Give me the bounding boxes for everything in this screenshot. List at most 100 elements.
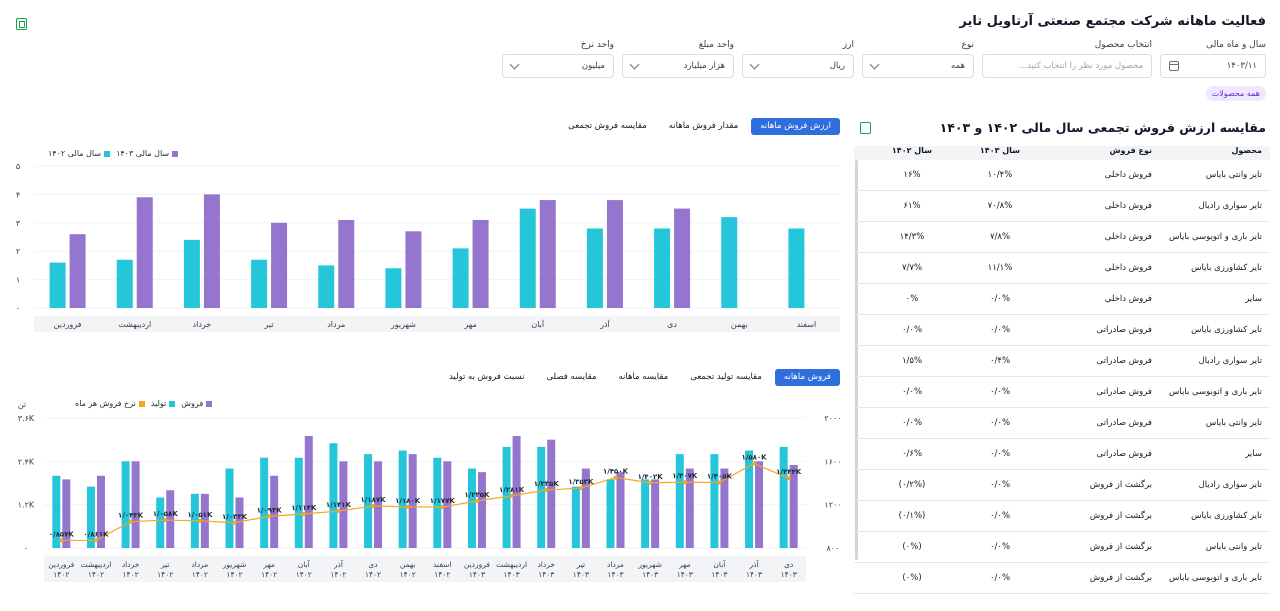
- rate-point-label: ۱/۱۱۴K: [291, 504, 317, 512]
- table-row[interactable]: تایر باری و اتوبوسی بایاس فروش داخلی ۷/۸% ۱…: [854, 222, 1270, 253]
- rate-point: [613, 475, 618, 480]
- rate-point: [267, 514, 272, 519]
- bar-sales: [720, 468, 729, 548]
- legend-item[interactable]: سال مالی ۱۴۰۳: [116, 149, 179, 158]
- table-cell: ۱۱/۱%: [987, 263, 1013, 273]
- rate-point-label: ۱/۱۸۷K: [361, 496, 387, 504]
- comparison-table: محصول نوع فروش سال ۱۴۰۳ سال ۱۴۰۲ تایر وا…: [854, 146, 1270, 594]
- table-row[interactable]: تایر باری و اتوبوسی بایاس برگشت از فروش ۰/…: [854, 563, 1270, 594]
- rate-point-label: ۰/۸۵۷K: [49, 530, 75, 538]
- bar-sales: [547, 439, 556, 548]
- bar-production: [329, 443, 338, 548]
- rate-point: [717, 480, 722, 485]
- legend-swatch: [138, 400, 145, 407]
- table-cell: ۰/۰%: [901, 418, 923, 428]
- table-row[interactable]: تایر وانتی بایاس فروش داخلی ۱۰/۴% ۱۶%: [854, 160, 1270, 191]
- x-axis-band: [44, 556, 806, 582]
- bar-production: [433, 457, 442, 548]
- table-cell: فروش صادراتی: [1096, 449, 1152, 459]
- currency-select[interactable]: ریال: [742, 54, 854, 78]
- rate-point-label: ۱/۰۵۸K: [153, 510, 179, 518]
- table-cell: تایر کشاورزی بایاس: [1191, 263, 1262, 273]
- bar-sales: [270, 475, 279, 548]
- legend-item[interactable]: سال مالی ۱۴۰۲: [48, 149, 111, 158]
- x-tick-label: خرداد: [193, 320, 212, 329]
- bar-sales: [443, 461, 452, 548]
- table-row[interactable]: تایر وانتی بایاس برگشت از فروش ۰/۰% (۰%): [854, 532, 1270, 563]
- tab-monthly-sales-value[interactable]: ارزش فروش ماهانه: [751, 118, 840, 135]
- x-tick-label: دی: [784, 560, 793, 569]
- legend-item[interactable]: تولید: [151, 399, 176, 408]
- bar-production: [260, 457, 269, 548]
- bar-sales: [304, 436, 313, 548]
- table-cell: برگشت از فروش: [1089, 511, 1152, 521]
- bar-sales: [651, 479, 660, 548]
- bar-1402: [519, 208, 536, 308]
- y-right-tick-label: ۱۶۰۰: [824, 457, 841, 466]
- x-tick-label: فروردین: [54, 320, 82, 329]
- rate-point-label: ۱/۴۰۲K: [638, 473, 664, 481]
- table-row[interactable]: سایر فروش صادراتی ۰/۰% ۰/۶%: [854, 439, 1270, 470]
- table-row[interactable]: سایر فروش داخلی ۰/۰% ۰%: [854, 284, 1270, 315]
- fiscal-month-input[interactable]: ۱۴۰۳/۱۱: [1160, 54, 1266, 78]
- table-cell: تایر سواری رادیال: [1198, 356, 1262, 366]
- rate-point: [682, 480, 687, 485]
- rate-point-label: ۱/۱۴۱K: [326, 501, 352, 509]
- rate-point: [509, 493, 514, 498]
- table-cell: سایر: [1245, 449, 1262, 459]
- tab-cumulative-sales[interactable]: مقایسه فروش تجمعی: [568, 121, 647, 131]
- x-tick-label: دی: [667, 320, 677, 329]
- bar-sales: [374, 461, 383, 548]
- tab-monthly-comparison[interactable]: مقایسه ماهانه: [618, 372, 669, 382]
- all-products-chip[interactable]: همه محصولات: [1205, 86, 1266, 101]
- legend-item[interactable]: فروش: [181, 399, 213, 408]
- x-tick-year: ۱۴۰۳: [607, 570, 623, 579]
- x-tick-label: شهریور: [637, 560, 661, 569]
- filter-label: سال و ماه مالی: [1206, 40, 1266, 50]
- table-header: محصول نوع فروش سال ۱۴۰۳ سال ۱۴۰۲: [854, 146, 1270, 160]
- table-row[interactable]: تایر کشاورزی بایاس فروش داخلی ۱۱/۱% ۷/۷%: [854, 253, 1270, 284]
- calendar-icon[interactable]: [1169, 61, 1179, 71]
- bar-sales: [408, 454, 417, 548]
- tab-sales-to-production-ratio[interactable]: نسبت فروش به تولید: [448, 372, 525, 382]
- rate-unit-select[interactable]: میلیون: [502, 54, 614, 78]
- table-cell: (۰/۱%): [898, 511, 926, 521]
- excel-export-icon[interactable]: [860, 122, 871, 134]
- table-row[interactable]: تایر باری و اتوبوسی بایاس فروش صادراتی ۰/۰…: [854, 377, 1270, 408]
- product-select[interactable]: محصول مورد نظر را انتخاب کنید...: [982, 54, 1152, 78]
- bar-sales: [339, 461, 348, 548]
- y-tick-label: ۰: [16, 304, 20, 313]
- bar-1403: [539, 200, 556, 308]
- tab-monthly-sales[interactable]: فروش ماهانه: [774, 369, 840, 386]
- table-scrollbar[interactable]: [855, 160, 858, 560]
- bar-production: [52, 475, 61, 548]
- table-row[interactable]: تایر سواری رادیال فروش داخلی ۷۰/۸% ۶۱%: [854, 191, 1270, 222]
- table-cell: تایر سواری رادیال: [1198, 201, 1262, 211]
- rate-point-label: ۱/۰۹۳K: [257, 506, 283, 514]
- rate-point: [336, 509, 341, 514]
- rate-point-label: ۱/۲۳۵K: [464, 491, 490, 499]
- x-tick-label: شهریور: [222, 560, 246, 569]
- bar-production: [745, 450, 754, 548]
- bar-1403: [271, 222, 288, 308]
- rate-point: [786, 476, 791, 481]
- table-row[interactable]: تایر وانتی بایاس فروش صادراتی ۰/۰% ۰/۰%: [854, 408, 1270, 439]
- excel-export-icon[interactable]: [16, 18, 27, 30]
- rate-point-label: ۱/۱۸۰K: [395, 497, 421, 505]
- legend-item[interactable]: نرخ فروش هر ماه: [75, 399, 145, 408]
- tab-monthly-sales-amount[interactable]: مقدار فروش ماهانه: [668, 121, 739, 131]
- x-tick-label: مهر: [463, 320, 476, 329]
- tab-cumulative-production[interactable]: مقایسه تولید تجمعی: [690, 372, 762, 382]
- tab-seasonal-comparison[interactable]: مقایسه فصلی: [546, 372, 597, 382]
- bar-1403: [136, 197, 153, 308]
- table-cell: تایر باری و اتوبوسی بایاس: [1168, 232, 1262, 242]
- table-row[interactable]: تایر کشاورزی بایاس برگشت از فروش ۰/۰% (۰/۱%…: [854, 501, 1270, 532]
- amount-unit-select[interactable]: هزار میلیارد: [622, 54, 734, 78]
- x-tick-year: ۱۴۰۲: [400, 570, 416, 579]
- rate-point-label: ۱/۴۵۰K: [603, 468, 629, 476]
- table-row[interactable]: تایر سواری رادیال فروش صادراتی ۰/۴% ۱/۵%: [854, 346, 1270, 377]
- table-row[interactable]: تایر سواری رادیال برگشت از فروش ۰/۰% (۰/۲%): [854, 470, 1270, 501]
- x-tick-label: آبان: [531, 319, 545, 329]
- table-row[interactable]: تایر کشاورزی بایاس فروش صادراتی ۰/۰% ۰/۰%: [854, 315, 1270, 346]
- type-select[interactable]: همه: [862, 54, 974, 78]
